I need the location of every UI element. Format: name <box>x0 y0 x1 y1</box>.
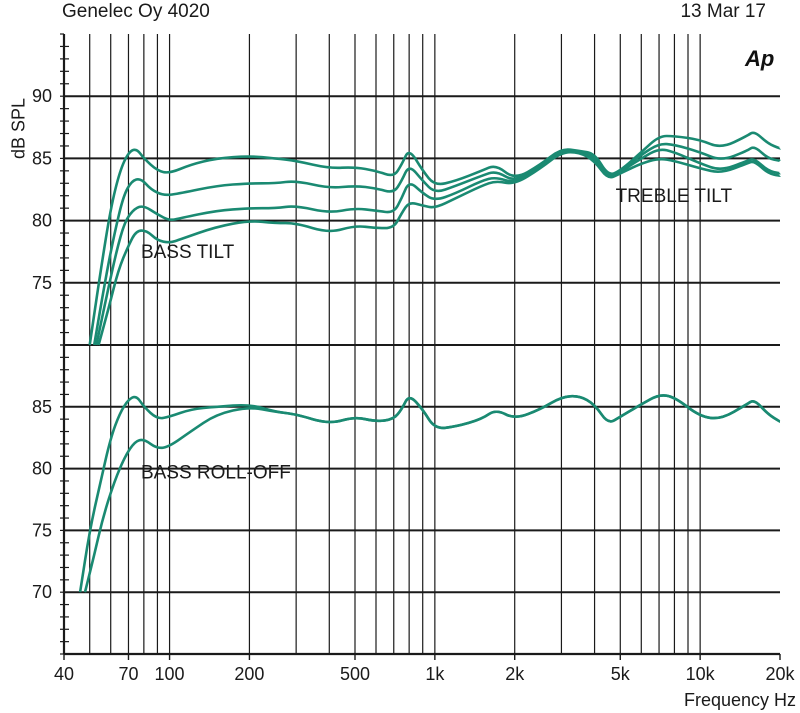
response-curve <box>83 394 781 593</box>
annotation-label: TREBLE TILT <box>616 186 733 207</box>
response-curve <box>97 150 782 346</box>
tick-labels: 75 80 85 90 BASS TILT TREBLE TILT 70 75 80 85 BASS… <box>32 86 796 684</box>
y-tick-label: 90 <box>32 86 52 106</box>
curves <box>78 131 782 593</box>
x-tick-label: 1k <box>425 664 445 684</box>
grid <box>60 33 781 660</box>
y-tick-label: 80 <box>32 211 52 231</box>
y-tick-label: 85 <box>32 148 52 168</box>
x-tick-label: 40 <box>54 664 74 684</box>
ap-logo: Ap <box>744 46 774 71</box>
y-tick-label: 85 <box>32 397 52 417</box>
response-curve <box>88 131 782 346</box>
x-tick-label: 5k <box>611 664 631 684</box>
chart-header-date: 13 Mar 17 <box>680 1 766 22</box>
y-tick-label: 80 <box>32 459 52 479</box>
x-axis-label: Frequency Hz <box>683 690 796 710</box>
x-tick-label: 10k <box>686 664 716 684</box>
y-tick-label: 70 <box>32 582 52 602</box>
x-tick-label: 70 <box>118 664 138 684</box>
y-tick-label: 75 <box>32 520 52 540</box>
x-tick-label: 100 <box>155 664 185 684</box>
y-tick-label: 75 <box>32 273 52 293</box>
x-tick-label: 200 <box>234 664 264 684</box>
x-tick-label: 20k <box>765 664 795 684</box>
annotation-label: BASS TILT <box>141 242 235 263</box>
response-curve <box>92 142 781 346</box>
annotation-label: BASS ROLL-OFF <box>141 462 291 483</box>
chart-header-left: Genelec Oy 4020 <box>62 1 210 22</box>
x-tick-label: 2k <box>505 664 525 684</box>
x-tick-label: 500 <box>340 664 370 684</box>
response-curve <box>95 148 782 346</box>
